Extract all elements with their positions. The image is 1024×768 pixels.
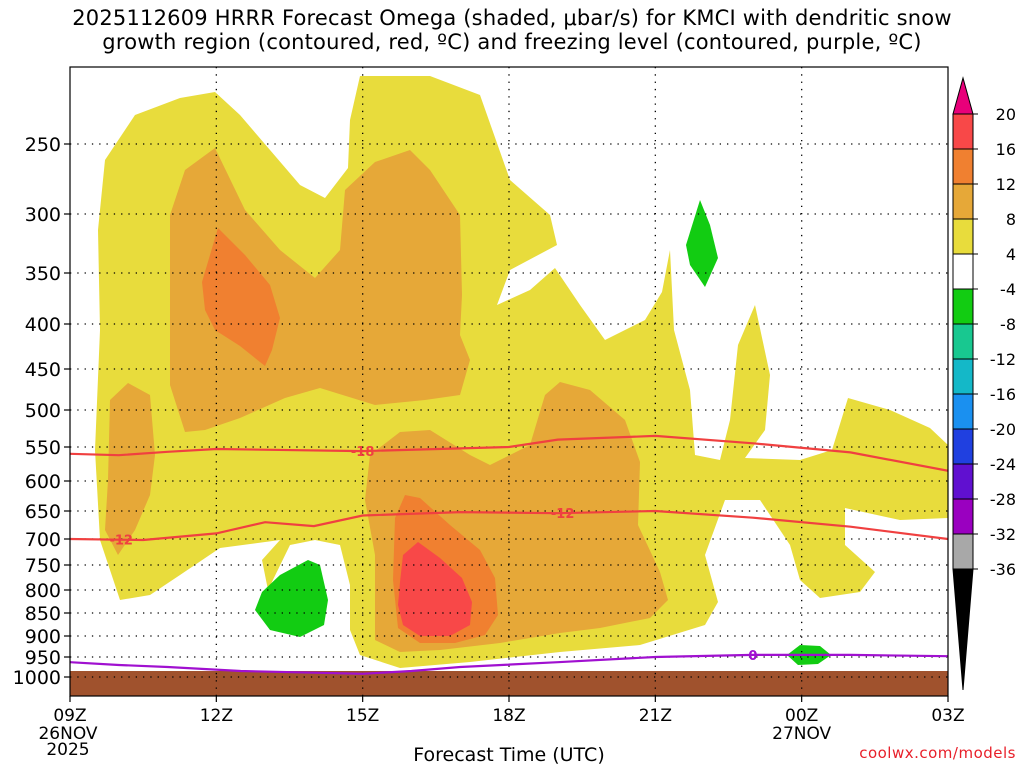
colorbar-segment (952, 323, 974, 360)
y-tick-label: 450 (25, 359, 61, 381)
y-tick-label: 650 (25, 501, 61, 523)
x-tick-year: 2025 (46, 740, 89, 760)
contour-line--12 (70, 509, 948, 542)
colorbar-segment (952, 218, 974, 255)
colorbar-label: -4 (1000, 280, 1016, 299)
omega-area-12-16-upper (202, 228, 280, 366)
y-tick-label: 700 (25, 529, 61, 551)
credit-text: coolwx.com/models (859, 744, 1016, 762)
y-tick-label: 400 (25, 314, 61, 336)
x-tick-label: 21Z (639, 706, 672, 726)
x-tick-label: 12Z (200, 706, 233, 726)
colorbar-label: -28 (990, 490, 1016, 509)
y-tick-label: 800 (25, 580, 61, 602)
contour-label: 0 (748, 649, 757, 664)
x-tick-date: 26NOV (38, 724, 97, 744)
omega-area-8-12-upper (170, 148, 470, 432)
x-tick-label: 00Z (785, 706, 818, 726)
colorbar-segment (952, 358, 974, 395)
colorbar-segment (952, 183, 974, 220)
y-tick-label: 1000 (13, 667, 61, 689)
contour-label: -12 (109, 534, 133, 549)
y-tick-label: 750 (25, 555, 61, 577)
x-tick-label: 03Z (931, 706, 964, 726)
colorbar-label: -24 (990, 455, 1016, 474)
contour-label: -18 (351, 445, 375, 460)
y-tick-label: 300 (25, 204, 61, 226)
contour-lines: -18 -12 -12 0 (70, 434, 948, 675)
chart-title: 2025112609 HRRR Forecast Omega (shaded, … (0, 6, 1024, 54)
colorbar-label: -12 (990, 350, 1016, 369)
colorbar-segment (952, 393, 974, 430)
colorbar-label: -36 (990, 560, 1016, 579)
y-tick-label: 350 (25, 263, 61, 285)
x-tick-label: 15Z (346, 706, 379, 726)
y-tick-label: 250 (25, 134, 61, 156)
colorbar-segment (952, 113, 974, 150)
colorbar-bottom-arrow (952, 568, 974, 691)
y-tick-label: 550 (25, 437, 61, 459)
omega-area-8-12-left (105, 383, 155, 555)
y-tick-label: 950 (25, 647, 61, 669)
colorbar-segment (952, 148, 974, 185)
chart-title-line-1: 2025112609 HRRR Forecast Omega (shaded, … (72, 6, 952, 30)
colorbar-segment (952, 463, 974, 500)
contour-line--18 (70, 434, 948, 472)
colorbar-label: 12 (996, 175, 1016, 194)
y-tick-label: 500 (25, 400, 61, 422)
omega-area-16-20 (398, 542, 472, 636)
colorbar-label: -32 (990, 525, 1016, 544)
colorbar-label: 20 (996, 105, 1016, 124)
colorbar-segment (952, 498, 974, 535)
colorbar-label: -20 (990, 420, 1016, 439)
colorbar: 20 16 12 8 4 -4 -8 -12 -16 -20 -24 -28 -32 -36 (952, 76, 1016, 691)
y-tick-label: 600 (25, 471, 61, 493)
colorbar-segment (952, 428, 974, 465)
x-tick-date: 27NOV (772, 724, 831, 744)
colorbar-label: 4 (1006, 245, 1016, 264)
terrain-layer (70, 671, 948, 696)
x-tick-label: 09Z (53, 706, 86, 726)
colorbar-segment (952, 533, 974, 570)
colorbar-label: 16 (996, 140, 1016, 159)
omega-shading (95, 76, 948, 668)
contour-label: -12 (551, 507, 575, 522)
y-tick-label: 900 (25, 626, 61, 648)
colorbar-segment (952, 288, 974, 325)
colorbar-label: -16 (990, 385, 1016, 404)
gridlines (70, 67, 948, 696)
axis-ticks: 2503003504004505005506006507007508008509… (13, 134, 965, 760)
y-tick-label: 850 (25, 603, 61, 625)
omega-area-4-8 (95, 76, 948, 668)
contour-line-0 (70, 653, 948, 675)
x-axis-label: Forecast Time (UTC) (413, 744, 605, 766)
colorbar-segment (952, 253, 974, 290)
colorbar-top-arrow (952, 76, 974, 115)
omega-area-neg4-neg8-b (686, 200, 718, 287)
omega-area-neg4-neg8-a (255, 560, 328, 637)
colorbar-label: 8 (1006, 210, 1016, 229)
chart-title-line-2: growth region (contoured, red, ºC) and f… (102, 30, 922, 54)
terrain-band (70, 671, 948, 696)
x-tick-label: 18Z (492, 706, 525, 726)
colorbar-label: -8 (1000, 315, 1016, 334)
